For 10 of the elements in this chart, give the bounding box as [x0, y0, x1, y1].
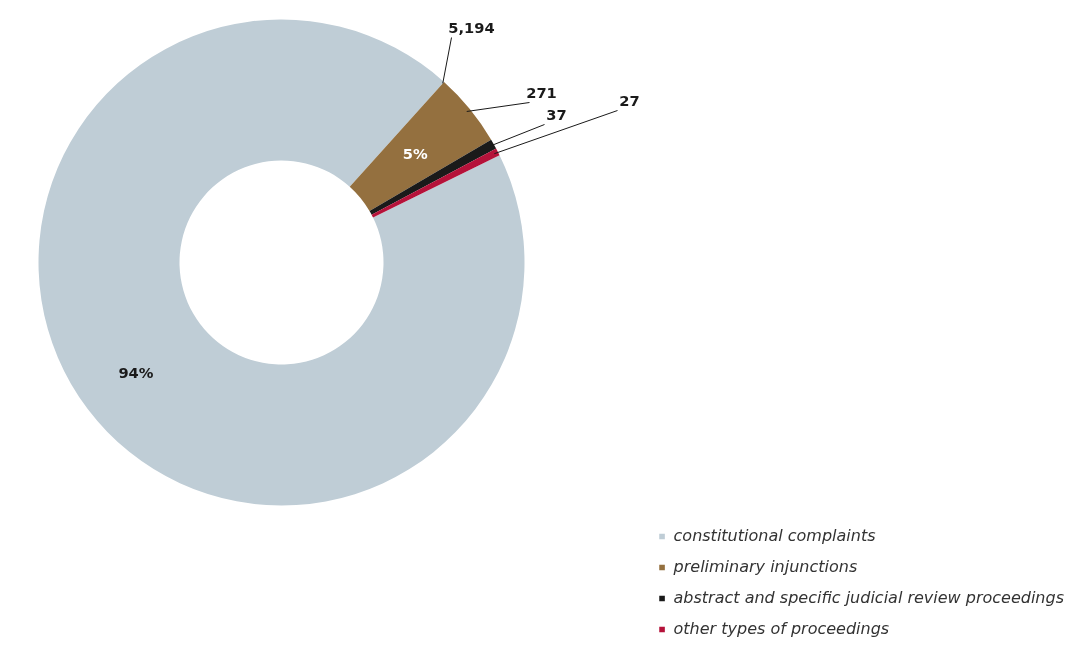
data-label: 37 — [546, 105, 567, 123]
data-label: 5,194 — [448, 18, 495, 36]
data-label: 271 — [526, 83, 557, 101]
legend-label: preliminary injunctions — [673, 557, 858, 576]
data-label: 27 — [619, 91, 640, 109]
legend-label: other types of proceedings — [673, 619, 890, 638]
legend-label: constitutional complaints — [673, 526, 876, 545]
legend-label: abstract and specific judicial review proceedings — [673, 588, 1064, 607]
text: 5% — [402, 145, 428, 162]
text: 94% — [118, 364, 154, 382]
